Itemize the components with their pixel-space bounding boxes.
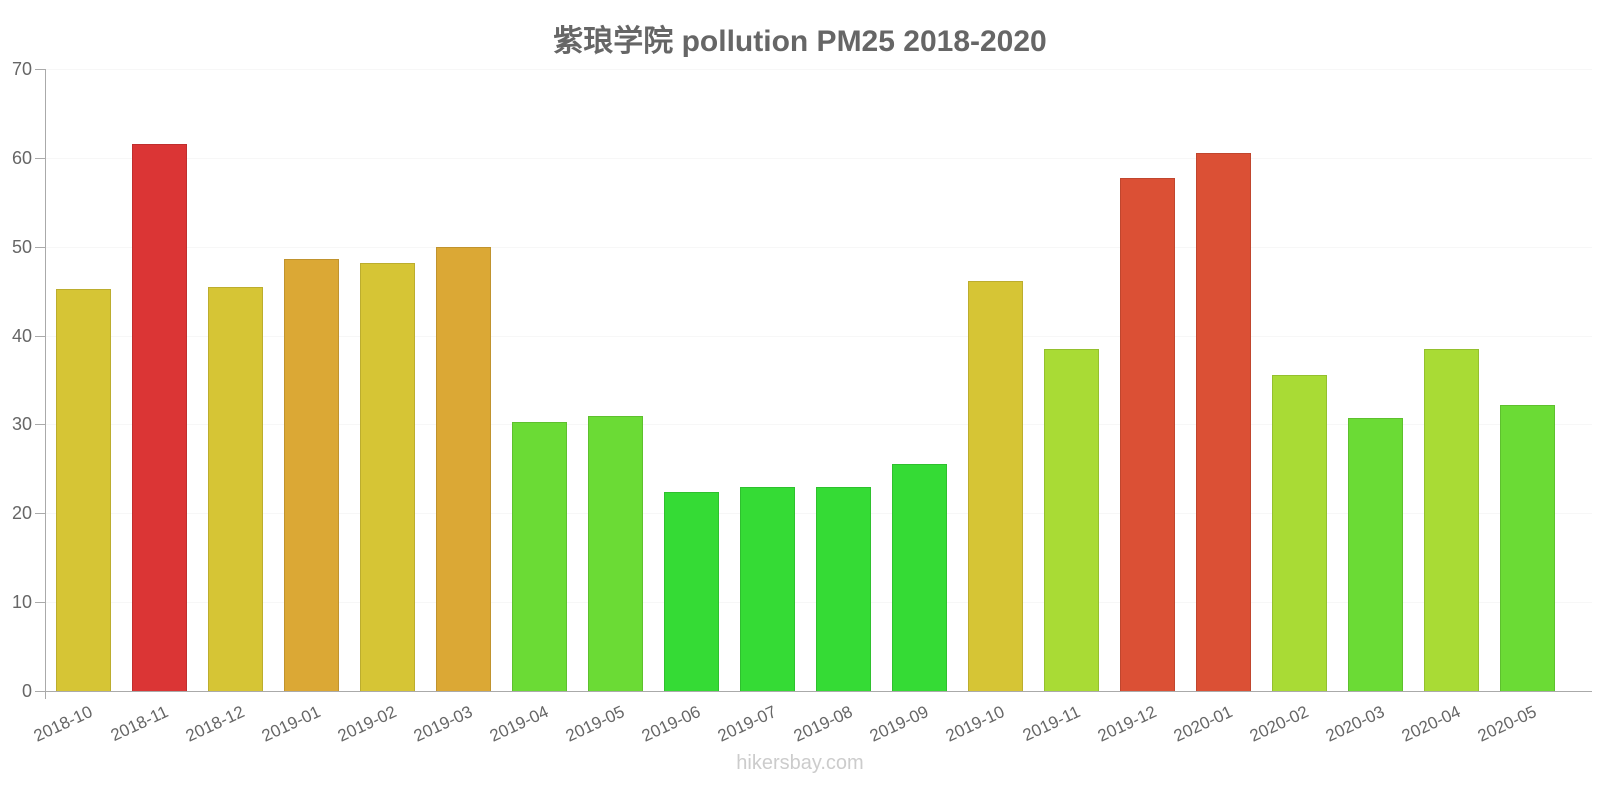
x-tick-label: 2018-11 bbox=[107, 702, 172, 746]
bar-2019-07[interactable] bbox=[739, 486, 795, 691]
bar-2020-01[interactable] bbox=[1195, 153, 1251, 691]
gridline bbox=[45, 335, 1592, 337]
watermark: hikersbay.com bbox=[736, 752, 864, 774]
x-tick-label: 2020-01 bbox=[1170, 702, 1236, 746]
bar-2019-10[interactable] bbox=[967, 281, 1023, 691]
bar-2019-04[interactable] bbox=[511, 421, 567, 691]
plot-area bbox=[45, 69, 1592, 692]
y-tick-label: 0 bbox=[21, 681, 32, 701]
y-tick-mark bbox=[35, 602, 45, 604]
x-tick-label: 2019-10 bbox=[942, 702, 1008, 746]
bar-2019-09[interactable] bbox=[891, 464, 947, 691]
x-tick-label: 2020-04 bbox=[1398, 702, 1464, 746]
gridline bbox=[45, 69, 1592, 70]
bar-2019-05[interactable] bbox=[587, 416, 643, 691]
bar-2019-11[interactable] bbox=[1043, 348, 1099, 691]
y-tick-mark bbox=[35, 246, 45, 248]
y-tick-label: 50 bbox=[11, 236, 32, 257]
bar-2020-02[interactable] bbox=[1271, 374, 1327, 691]
x-tick-label: 2019-05 bbox=[562, 702, 628, 746]
y-tick-mark bbox=[35, 335, 45, 337]
bar-2018-10[interactable] bbox=[55, 289, 111, 691]
gridline bbox=[45, 246, 1592, 248]
y-axis-line bbox=[45, 69, 46, 699]
bar-2019-12[interactable] bbox=[1119, 178, 1175, 691]
gridline bbox=[45, 157, 1592, 159]
x-tick-label: 2020-02 bbox=[1246, 702, 1312, 746]
y-tick-label: 20 bbox=[11, 503, 32, 524]
bar-2019-01[interactable] bbox=[283, 259, 339, 691]
x-tick-label: 2018-12 bbox=[182, 702, 248, 746]
y-tick-label: 30 bbox=[11, 414, 32, 435]
x-tick-label: 2019-06 bbox=[638, 702, 704, 746]
x-tick-label: 2018-10 bbox=[30, 702, 96, 746]
y-tick-label: 40 bbox=[11, 325, 32, 346]
bar-2019-06[interactable] bbox=[663, 491, 719, 691]
bar-2020-05[interactable] bbox=[1499, 404, 1555, 691]
x-tick-label: 2019-02 bbox=[334, 702, 400, 746]
bar-2018-11[interactable] bbox=[131, 143, 187, 691]
x-tick-label: 2019-12 bbox=[1094, 702, 1160, 746]
bar-2019-02[interactable] bbox=[359, 262, 415, 691]
x-tick-label: 2019-11 bbox=[1019, 702, 1084, 746]
x-tick-label: 2019-03 bbox=[410, 702, 476, 746]
bar-2019-03[interactable] bbox=[435, 246, 491, 691]
x-tick-label: 2020-03 bbox=[1322, 702, 1388, 746]
bar-2020-04[interactable] bbox=[1423, 348, 1479, 691]
x-tick-label: 2019-01 bbox=[258, 702, 324, 746]
x-tick-label: 2019-04 bbox=[486, 702, 552, 746]
x-tick-label: 2019-09 bbox=[866, 702, 932, 746]
y-tick-mark bbox=[35, 157, 45, 159]
x-tick-label: 2019-08 bbox=[790, 702, 856, 746]
x-axis-line bbox=[35, 691, 1592, 692]
y-tick-label: 70 bbox=[11, 59, 32, 79]
y-tick-mark bbox=[35, 69, 45, 70]
x-tick-label: 2019-07 bbox=[714, 702, 780, 746]
y-tick-label: 10 bbox=[11, 592, 32, 613]
y-tick-mark bbox=[35, 424, 45, 426]
x-tick-label: 2020-05 bbox=[1474, 702, 1540, 746]
chart-title: 紫琅学院 pollution PM25 2018-2020 bbox=[553, 25, 1047, 58]
bar-2020-03[interactable] bbox=[1347, 418, 1403, 691]
gridline bbox=[45, 424, 1592, 426]
bar-2018-12[interactable] bbox=[207, 286, 263, 691]
y-tick-mark bbox=[35, 513, 45, 515]
bar-2019-08[interactable] bbox=[815, 486, 871, 691]
y-tick-label: 60 bbox=[11, 147, 32, 168]
